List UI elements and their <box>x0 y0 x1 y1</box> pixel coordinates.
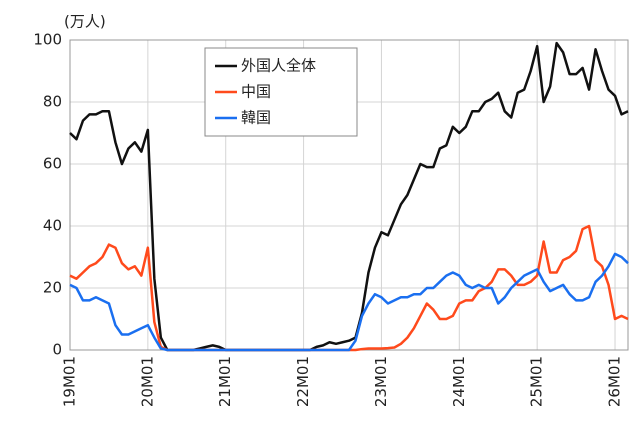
y-tick-label: 40 <box>43 217 62 235</box>
x-tick-label: 22M01 <box>294 356 312 407</box>
series-line <box>69 252 629 352</box>
y-tick-label: 80 <box>43 93 62 111</box>
y-tick-label: 100 <box>33 31 62 49</box>
x-tick-label: 26M01 <box>606 356 624 407</box>
y-tick-label: 0 <box>52 341 62 359</box>
x-tick-label: 19M01 <box>61 356 79 407</box>
x-tick-label: 20M01 <box>138 356 156 407</box>
legend-label: 外国人全体 <box>241 57 316 75</box>
y-unit-label: (万人) <box>64 13 106 31</box>
y-tick-label: 60 <box>43 155 62 173</box>
x-tick-label: 21M01 <box>216 356 234 407</box>
legend-label: 中国 <box>241 83 271 101</box>
x-tick-label: 25M01 <box>528 356 546 407</box>
legend-label: 韓国 <box>241 109 271 127</box>
series-line <box>69 41 629 352</box>
x-tick-label: 24M01 <box>450 356 468 407</box>
x-tick-label: 23M01 <box>372 356 390 407</box>
y-tick-label: 20 <box>43 279 62 297</box>
